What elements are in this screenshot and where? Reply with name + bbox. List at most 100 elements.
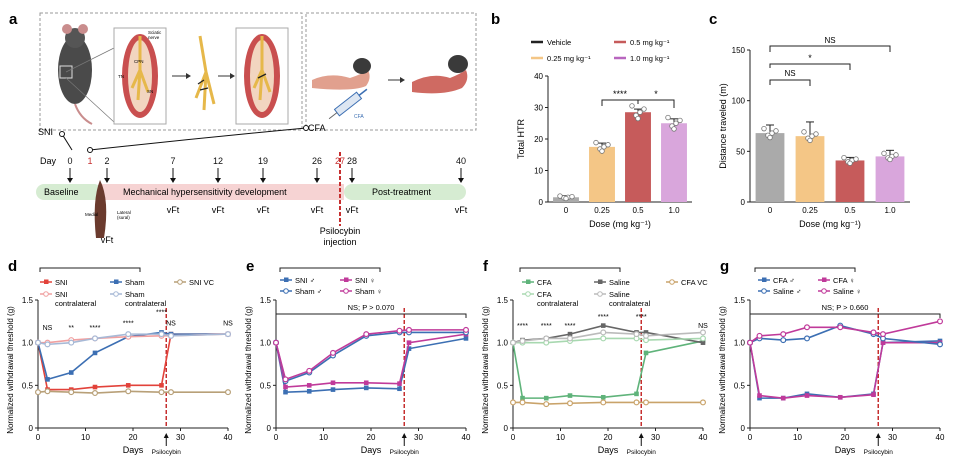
legend-marker xyxy=(114,279,119,284)
day-tick-label: 12 xyxy=(213,156,223,166)
medial-label: Medial xyxy=(85,212,98,217)
data-point xyxy=(893,152,899,158)
panel-e: e 0 0.5 1.0 1.5 0 10 20 30 40 Days Normalized withd… xyxy=(244,258,471,456)
legend-label: SNI xyxy=(55,290,68,299)
panel-label: f xyxy=(483,258,489,275)
sig-label: NS xyxy=(43,325,53,332)
data-point xyxy=(880,340,886,345)
day-tick-label: 40 xyxy=(456,156,466,166)
series-line xyxy=(37,390,228,394)
data-point xyxy=(767,134,773,141)
legend-label: contralateral xyxy=(55,299,97,308)
legend-marker xyxy=(598,279,603,284)
legend-label: SNI ♀ xyxy=(355,276,375,285)
data-point xyxy=(641,106,647,112)
data-point xyxy=(68,389,75,396)
data-point xyxy=(125,388,132,395)
data-point xyxy=(804,393,810,398)
sig-label: **** xyxy=(90,325,101,332)
data-point xyxy=(700,340,706,345)
x-tick-label: 0 xyxy=(274,433,279,442)
legend-marker xyxy=(822,277,827,282)
sig-bracket xyxy=(769,63,851,70)
data-point xyxy=(158,389,165,396)
data-point xyxy=(757,395,762,401)
x-tick-label: 0.5 xyxy=(844,206,856,215)
sig-label: **** xyxy=(613,89,628,99)
y-axis-label: Normalized withdrawal threshold (g) xyxy=(6,306,15,434)
data-point xyxy=(780,395,786,401)
data-point xyxy=(756,332,763,339)
data-point xyxy=(569,193,575,200)
vft-labels: vFt vFt vFt vFt vFt vFt vFt xyxy=(101,205,468,245)
nerve-illustration-1: Sciatic nerve CPN TN SN xyxy=(113,27,167,125)
y-tick-label: 1.0 xyxy=(22,339,34,348)
panel-label: g xyxy=(720,258,729,275)
day-tick-label: 1 xyxy=(87,156,92,166)
day-tick-label: 7 xyxy=(170,156,175,166)
y-tick-label: 50 xyxy=(736,147,745,156)
data-point xyxy=(761,125,767,132)
x-axis-label: Dose (mg kg⁻¹) xyxy=(799,219,861,229)
data-point xyxy=(566,335,573,342)
panel-b: b Vehicle 0.5 mg kg⁻¹ 0.25 mg kg⁻¹ 1.0 mg k… xyxy=(491,11,692,229)
data-point xyxy=(801,129,807,135)
day-arrow-head xyxy=(458,178,464,183)
legend-label: CFA ♂ xyxy=(773,276,795,285)
data-point xyxy=(673,120,679,126)
data-point xyxy=(330,387,336,392)
data-point xyxy=(837,394,843,400)
series-line xyxy=(275,337,467,393)
y-tick-label: 1.5 xyxy=(734,296,746,305)
bar xyxy=(875,156,905,202)
legend-label: CFA xyxy=(537,278,552,287)
panel-g: g 0 0.5 1.0 1.5 0 10 20 30 40 Days Normalized withd… xyxy=(718,258,945,456)
data-point xyxy=(887,156,893,163)
legend-marker xyxy=(113,291,119,297)
panel-b-label: b xyxy=(491,11,500,28)
x-tick-label: 1.0 xyxy=(884,206,896,215)
y-tick-label: 150 xyxy=(732,46,746,55)
series-line xyxy=(275,333,467,388)
data-point xyxy=(629,103,635,109)
series-line xyxy=(37,331,228,381)
x-tick-label: 0 xyxy=(748,433,753,442)
legend-marker xyxy=(177,279,183,285)
sig-label: NS xyxy=(824,36,835,45)
series-line xyxy=(512,340,704,399)
data-point xyxy=(543,401,550,408)
x-tick-label: 30 xyxy=(176,433,185,442)
psilocybin-arrow-head xyxy=(163,433,169,438)
legend-bracket xyxy=(519,267,621,272)
x-tick-label: 20 xyxy=(367,433,376,442)
data-point xyxy=(45,377,50,382)
data-point xyxy=(519,337,526,344)
data-point xyxy=(91,390,98,397)
sciatic-label: Sciatic xyxy=(148,30,162,35)
data-point xyxy=(633,399,640,406)
x-tick-label: 30 xyxy=(651,433,660,442)
y-tick-label: 1.0 xyxy=(260,339,272,348)
x-tick-label: 20 xyxy=(604,433,613,442)
legend-label: contralateral xyxy=(125,299,167,308)
data-point xyxy=(567,393,573,398)
legend-marker xyxy=(284,277,289,282)
data-point xyxy=(780,337,787,344)
x-tick-label: 0.5 xyxy=(632,206,644,215)
series-line xyxy=(275,331,466,383)
y-tick-label: 0.5 xyxy=(734,381,746,390)
y-tick-label: 0.5 xyxy=(497,381,509,390)
legend-label: Sham ♂ xyxy=(295,287,322,296)
data-point xyxy=(543,395,549,401)
y-axis-label: Normalized withdrawal threshold (g) xyxy=(718,306,727,434)
data-point xyxy=(92,350,98,356)
data-point xyxy=(871,392,876,398)
data-point xyxy=(510,339,517,346)
data-point xyxy=(633,331,640,338)
x-tick-label: 10 xyxy=(319,433,328,442)
legend-label: Vehicle xyxy=(547,38,571,47)
x-tick-label: 0.25 xyxy=(802,206,818,215)
series-line xyxy=(275,329,466,381)
sig-bracket xyxy=(637,99,675,108)
data-point xyxy=(306,367,313,374)
